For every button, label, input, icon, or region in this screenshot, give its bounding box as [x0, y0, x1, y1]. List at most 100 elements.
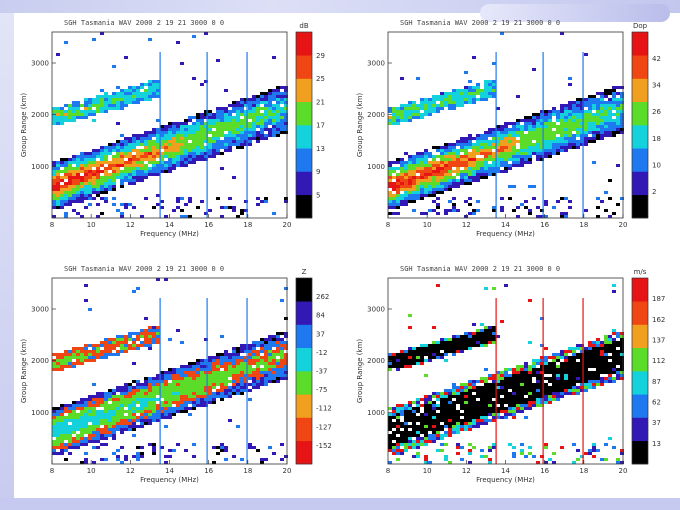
- y-axis-label: Group Range (km): [356, 93, 364, 158]
- heatmap-cell: [84, 191, 88, 194]
- heatmap-cell: [160, 410, 164, 413]
- heatmap-cell: [236, 353, 240, 356]
- heatmap-cell: [400, 200, 404, 203]
- heatmap-cell: [440, 353, 444, 356]
- heatmap-cell: [116, 458, 120, 461]
- heatmap-cell: [484, 131, 488, 134]
- heatmap-cell: [116, 341, 120, 344]
- heatmap-cell: [456, 386, 460, 389]
- heatmap-cell: [172, 383, 176, 386]
- heatmap-cell: [60, 416, 64, 419]
- heatmap-cell: [520, 161, 524, 164]
- heatmap-cell: [52, 206, 56, 209]
- heatmap-cell: [612, 86, 616, 89]
- x-tick-label: 20: [283, 467, 292, 475]
- heatmap-cell: [240, 362, 244, 365]
- heatmap-cell: [144, 164, 148, 167]
- heatmap-cell: [484, 377, 488, 380]
- heatmap-cell: [552, 140, 556, 143]
- heatmap-cell: [564, 122, 568, 125]
- heatmap-cell: [60, 122, 64, 125]
- heatmap-cell: [52, 440, 56, 443]
- heatmap-cell: [216, 389, 220, 392]
- heatmap-cell: [404, 440, 408, 443]
- heatmap-cell: [452, 149, 456, 152]
- heatmap-cell: [128, 173, 132, 176]
- heatmap-cell: [468, 146, 472, 149]
- heatmap-cell: [468, 176, 472, 179]
- heatmap-cell: [568, 206, 572, 209]
- heatmap-cell: [128, 332, 132, 335]
- heatmap-cell: [232, 206, 236, 209]
- heatmap-cell: [248, 113, 252, 116]
- heatmap-cell: [584, 143, 588, 146]
- heatmap-cell: [64, 119, 68, 122]
- heatmap-cell: [484, 167, 488, 170]
- heatmap-cell: [180, 131, 184, 134]
- heatmap-cell: [112, 182, 116, 185]
- heatmap-cell: [116, 410, 120, 413]
- heatmap-cell: [164, 407, 168, 410]
- heatmap-cell: [548, 128, 552, 131]
- heatmap-cell: [456, 431, 460, 434]
- heatmap-cell: [216, 377, 220, 380]
- heatmap-cell: [540, 371, 544, 374]
- heatmap-cell: [56, 413, 60, 416]
- heatmap-cell: [184, 131, 188, 134]
- heatmap-cell: [148, 338, 152, 341]
- heatmap-cell: [128, 416, 132, 419]
- heatmap-cell: [440, 401, 444, 404]
- heatmap-cell: [256, 362, 260, 365]
- heatmap-cell: [416, 158, 420, 161]
- heatmap-cell: [552, 362, 556, 365]
- heatmap-cell: [552, 152, 556, 155]
- heatmap-cell: [504, 284, 508, 287]
- heatmap-cell: [88, 416, 92, 419]
- heatmap-cell: [448, 413, 452, 416]
- heatmap-cell: [196, 206, 200, 209]
- heatmap-cell: [568, 347, 572, 350]
- heatmap-cell: [60, 410, 64, 413]
- y-tick-label: 2000: [367, 357, 385, 365]
- heatmap-cell: [216, 119, 220, 122]
- heatmap-cell: [460, 140, 464, 143]
- heatmap-cell: [164, 410, 168, 413]
- heatmap-cell: [396, 413, 400, 416]
- heatmap-cell: [440, 179, 444, 182]
- heatmap-cell: [536, 149, 540, 152]
- heatmap-cell: [536, 395, 540, 398]
- heatmap-cell: [200, 392, 204, 395]
- colorbar-segment: [296, 371, 312, 395]
- heatmap-cell: [128, 164, 132, 167]
- heatmap-cell: [480, 95, 484, 98]
- colorbar-label: 2: [652, 188, 656, 196]
- heatmap-cell: [192, 443, 196, 446]
- heatmap-cell: [156, 419, 160, 422]
- heatmap-cell: [524, 140, 528, 143]
- heatmap-cell: [156, 380, 160, 383]
- heatmap-cell: [196, 155, 200, 158]
- heatmap-cell: [408, 161, 412, 164]
- heatmap-cell: [532, 383, 536, 386]
- heatmap-cell: [548, 371, 552, 374]
- heatmap-cell: [564, 353, 568, 356]
- heatmap-cell: [96, 215, 100, 218]
- heatmap-cell: [408, 347, 412, 350]
- heatmap-cell: [100, 152, 104, 155]
- heatmap-cell: [580, 386, 584, 389]
- heatmap-cell: [620, 359, 624, 362]
- heatmap-cell: [176, 386, 180, 389]
- heatmap-cell: [520, 158, 524, 161]
- heatmap-cell: [168, 398, 172, 401]
- heatmap-cell: [520, 401, 524, 404]
- heatmap-cell: [188, 143, 192, 146]
- heatmap-cell: [568, 200, 572, 203]
- heatmap-cell: [440, 161, 444, 164]
- heatmap-cell: [504, 401, 508, 404]
- heatmap-cell: [396, 119, 400, 122]
- heatmap-cell: [188, 413, 192, 416]
- heatmap-cell: [476, 140, 480, 143]
- heatmap-cell: [244, 113, 248, 116]
- heatmap-cell: [508, 167, 512, 170]
- heatmap-cell: [104, 146, 108, 149]
